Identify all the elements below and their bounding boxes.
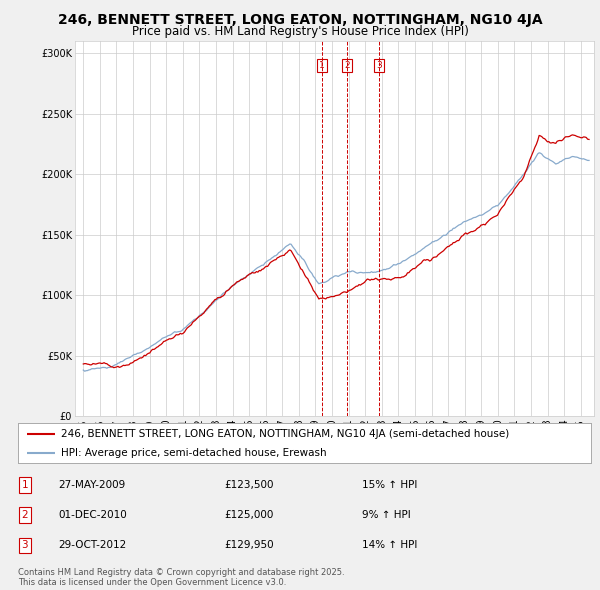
Text: 15% ↑ HPI: 15% ↑ HPI [362, 480, 417, 490]
Text: 27-MAY-2009: 27-MAY-2009 [58, 480, 125, 490]
Text: £123,500: £123,500 [224, 480, 274, 490]
Text: £129,950: £129,950 [224, 540, 274, 550]
Text: HPI: Average price, semi-detached house, Erewash: HPI: Average price, semi-detached house,… [61, 448, 326, 458]
Text: Contains HM Land Registry data © Crown copyright and database right 2025.
This d: Contains HM Land Registry data © Crown c… [18, 568, 344, 587]
Text: 2: 2 [22, 510, 28, 520]
Text: 29-OCT-2012: 29-OCT-2012 [58, 540, 127, 550]
Text: 9% ↑ HPI: 9% ↑ HPI [362, 510, 410, 520]
Text: 1: 1 [319, 61, 325, 70]
Text: 1: 1 [22, 480, 28, 490]
Text: 2: 2 [344, 61, 350, 70]
Text: 01-DEC-2010: 01-DEC-2010 [58, 510, 127, 520]
Text: 3: 3 [22, 540, 28, 550]
Text: 246, BENNETT STREET, LONG EATON, NOTTINGHAM, NG10 4JA: 246, BENNETT STREET, LONG EATON, NOTTING… [58, 13, 542, 27]
Text: 3: 3 [376, 61, 382, 70]
Text: £125,000: £125,000 [224, 510, 274, 520]
Text: 246, BENNETT STREET, LONG EATON, NOTTINGHAM, NG10 4JA (semi-detached house): 246, BENNETT STREET, LONG EATON, NOTTING… [61, 429, 509, 439]
Text: 14% ↑ HPI: 14% ↑ HPI [362, 540, 417, 550]
Text: Price paid vs. HM Land Registry's House Price Index (HPI): Price paid vs. HM Land Registry's House … [131, 25, 469, 38]
